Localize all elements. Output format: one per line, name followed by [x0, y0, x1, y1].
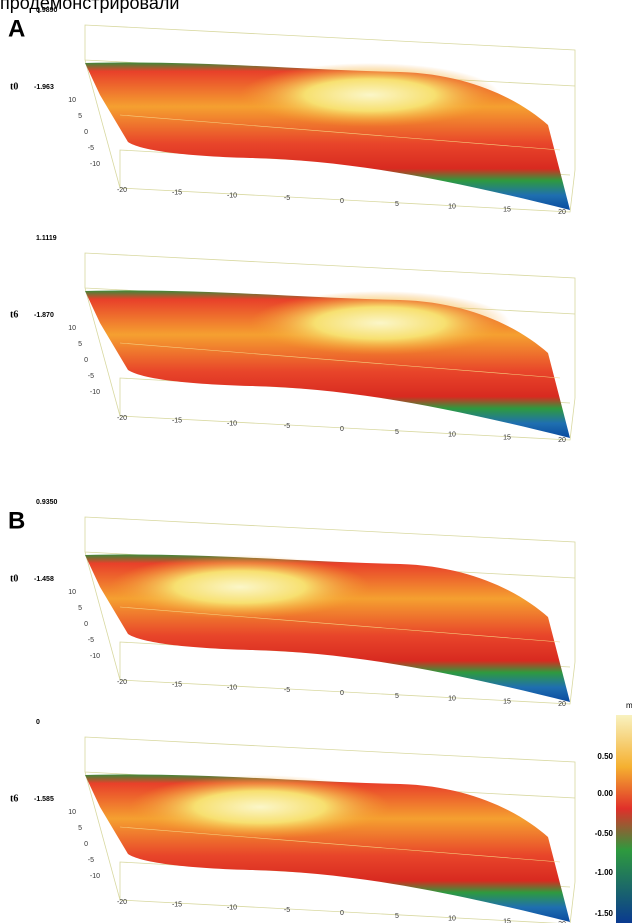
panel-label: A	[8, 15, 25, 42]
x-tick-label: 15	[503, 918, 511, 923]
x-tick-label: 5	[395, 913, 399, 920]
x-tick-label: -5	[284, 907, 290, 914]
z-max-label: 0	[36, 719, 40, 726]
x-tick-label: 5	[395, 429, 399, 436]
surface-edge	[119, 826, 561, 863]
z-max-label: 1.1119	[36, 235, 57, 242]
y-tick-label: 0	[84, 357, 88, 364]
surface-highlight	[250, 291, 510, 355]
y-tick-label: 10	[68, 809, 76, 816]
z-max-label: 0.9350	[36, 499, 58, 506]
y-tick-label: 0	[84, 841, 88, 848]
x-tick-label: -5	[284, 687, 290, 694]
colorbar-tick-label: 0.50	[597, 752, 613, 761]
y-tick-label: 0	[84, 621, 88, 628]
y-tick-label: 5	[78, 825, 82, 832]
x-tick-label: -20	[117, 415, 127, 422]
surface-edge	[119, 606, 561, 643]
x-tick-label: 10	[448, 696, 456, 703]
time-label: t0	[10, 573, 18, 584]
x-tick-label: 0	[340, 910, 344, 917]
y-tick-label: -5	[88, 857, 94, 864]
x-tick-label: 0	[340, 198, 344, 205]
y-tick-label: 5	[78, 113, 82, 120]
z-min-label: -1.870	[34, 312, 54, 319]
surface-edge	[119, 342, 561, 379]
z-min-label: -1.585	[34, 796, 54, 803]
x-tick-label: 15	[503, 206, 511, 213]
x-tick-label: 15	[503, 698, 511, 705]
x-tick-label: -15	[172, 190, 182, 197]
surface-highlight	[240, 63, 500, 127]
x-tick-label: 10	[448, 204, 456, 211]
colorbar-tick-label: -1.00	[595, 868, 614, 877]
x-tick-label: 10	[448, 432, 456, 439]
y-tick-label: -5	[88, 373, 94, 380]
surface-highlight	[130, 775, 390, 839]
y-tick-label: -5	[88, 637, 94, 644]
z-min-label: -1.458	[34, 576, 54, 583]
x-tick-label: 20	[558, 437, 566, 444]
colorbar-unit: m	[626, 701, 632, 710]
x-tick-label: -15	[172, 418, 182, 425]
colorbar-tick-label: -1.50	[595, 909, 614, 918]
x-tick-label: -20	[117, 187, 127, 194]
y-tick-label: -10	[90, 873, 100, 880]
x-tick-label: 5	[395, 201, 399, 208]
panel-label: B	[8, 507, 25, 534]
x-tick-label: -10	[227, 192, 237, 199]
y-tick-label: 10	[68, 589, 76, 596]
y-tick-label: -5	[88, 145, 94, 152]
y-tick-label: -10	[90, 161, 100, 168]
x-tick-label: -5	[284, 195, 290, 202]
x-tick-label: -10	[227, 904, 237, 911]
x-tick-label: -20	[117, 899, 127, 906]
time-label: t6	[10, 793, 18, 804]
x-tick-label: -15	[172, 902, 182, 909]
y-tick-label: 0	[84, 129, 88, 136]
x-tick-label: 20	[558, 921, 566, 923]
x-tick-label: -5	[284, 423, 290, 430]
colorbar	[616, 715, 632, 923]
y-tick-label: 10	[68, 325, 76, 332]
y-tick-label: 5	[78, 605, 82, 612]
y-tick-label: -10	[90, 653, 100, 660]
surface-highlight	[110, 555, 370, 619]
surface-edge	[119, 114, 561, 151]
x-tick-label: -10	[227, 684, 237, 691]
x-tick-label: 20	[558, 209, 566, 216]
x-tick-label: 0	[340, 690, 344, 697]
y-tick-label: 10	[68, 97, 76, 104]
z-max-label: 0.9890	[36, 7, 58, 14]
y-tick-label: 5	[78, 341, 82, 348]
time-label: t0	[10, 81, 18, 92]
colorbar-tick-label: -0.50	[595, 829, 614, 838]
z-min-label: -1.963	[34, 84, 54, 91]
x-tick-label: -10	[227, 420, 237, 427]
x-tick-label: 20	[558, 701, 566, 708]
x-tick-label: 15	[503, 434, 511, 441]
x-tick-label: 5	[395, 693, 399, 700]
y-tick-label: -10	[90, 389, 100, 396]
time-label: t6	[10, 309, 18, 320]
caption-fragment: продемонстрировали	[0, 0, 179, 13]
colorbar-tick-label: 0.00	[597, 789, 613, 798]
x-tick-label: 0	[340, 426, 344, 433]
x-tick-label: -15	[172, 682, 182, 689]
x-tick-label: 10	[448, 916, 456, 923]
x-tick-label: -20	[117, 679, 127, 686]
